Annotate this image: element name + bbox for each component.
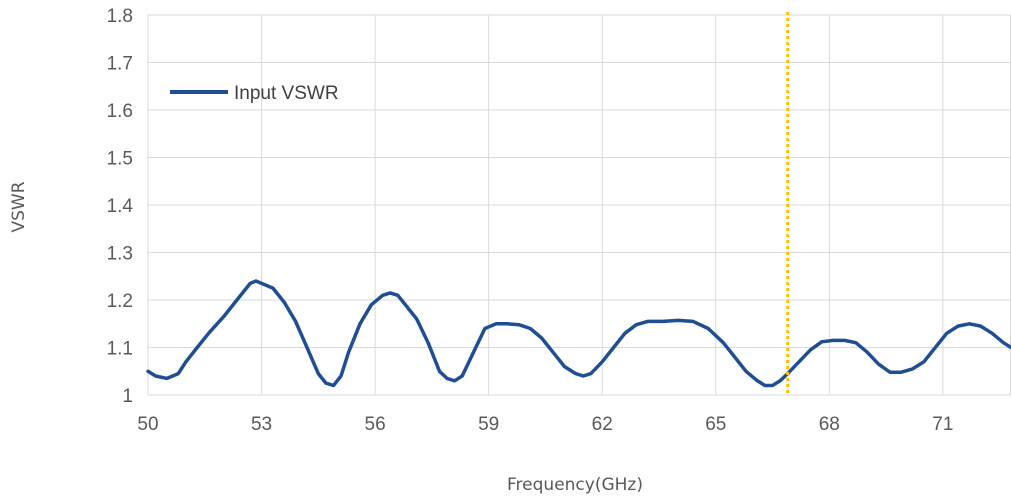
- legend-label: Input VSWR: [234, 83, 339, 104]
- x-tick-label: 62: [592, 414, 613, 435]
- x-tick-label: 56: [365, 414, 386, 435]
- y-tick-label: 1.5: [107, 149, 133, 170]
- x-tick-label: 68: [819, 414, 840, 435]
- y-tick-labels: 1 1.1 1.2 1.3 1.4 1.5 1.6 1.7 1.8: [107, 6, 134, 407]
- x-tick-labels: 50 53 56 59 62 65 68 71: [137, 414, 953, 435]
- y-tick-label: 1.2: [107, 291, 133, 312]
- y-tick-label: 1: [122, 386, 133, 407]
- y-tick-label: 1.8: [107, 6, 133, 27]
- x-tick-label: 53: [251, 414, 272, 435]
- y-tick-label: 1.1: [107, 339, 133, 360]
- y-tick-label: 1.7: [107, 54, 133, 75]
- x-tick-label: 50: [137, 414, 158, 435]
- x-axis-title: Frequency(GHz): [507, 475, 643, 495]
- y-tick-label: 1.6: [107, 101, 133, 122]
- y-tick-label: 1.4: [107, 196, 134, 217]
- y-tick-label: 1.3: [107, 244, 133, 265]
- legend: Input VSWR: [170, 83, 339, 104]
- x-tick-label: 65: [705, 414, 726, 435]
- x-tick-label: 71: [932, 414, 953, 435]
- horizontal-gridlines: [148, 14, 1011, 396]
- x-tick-label: 59: [478, 414, 499, 435]
- series-group: [146, 279, 1011, 388]
- series-line-input-vswr: [146, 279, 1011, 388]
- y-axis-title: VSWR: [9, 181, 29, 232]
